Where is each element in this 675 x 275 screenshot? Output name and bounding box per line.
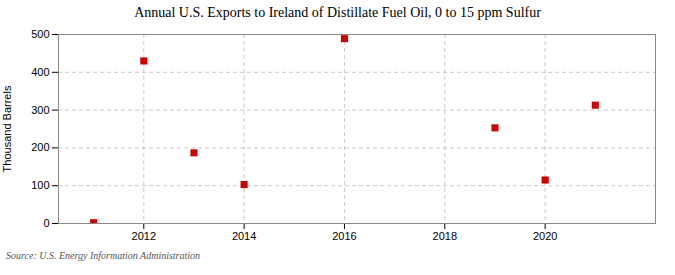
html-text:Annual U.S. Exports to Ireland: Annual U.S. Exports to Ireland of Distil… (134, 5, 541, 20)
svg-text:0: 0 (43, 217, 49, 229)
svg-text:Thousand Barrels: Thousand Barrels (1, 85, 13, 172)
svg-text:100: 100 (31, 179, 49, 191)
html-text:Source: U.S. Energy Informatio: Source: U.S. Energy Information Administ… (6, 250, 201, 261)
svg-text:2016: 2016 (332, 230, 356, 242)
svg-text:2018: 2018 (433, 230, 457, 242)
svg-text:2014: 2014 (232, 230, 256, 242)
svg-text:2012: 2012 (132, 230, 156, 242)
svg-text:300: 300 (31, 104, 49, 116)
svg-text:400: 400 (31, 66, 49, 78)
svg-text:500: 500 (31, 28, 49, 40)
svg-text:2020: 2020 (533, 230, 557, 242)
svg-text:200: 200 (31, 141, 49, 153)
